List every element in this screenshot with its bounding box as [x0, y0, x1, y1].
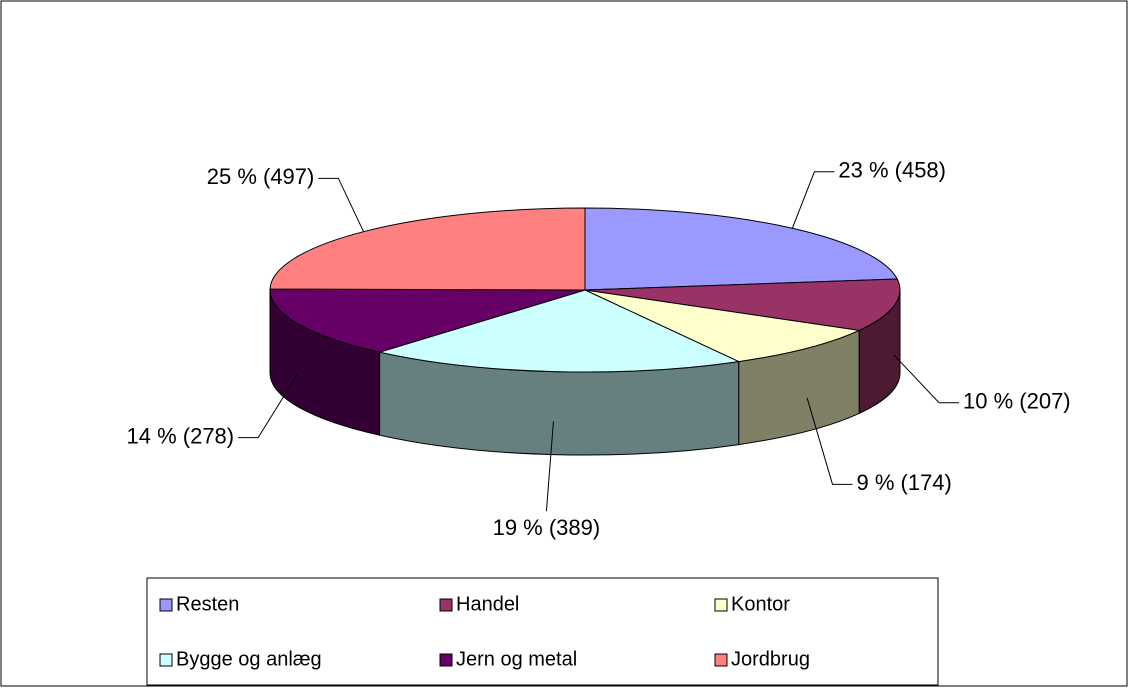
slice-top: [269, 288, 586, 353]
leader-line: [238, 373, 299, 439]
leader-line: [806, 397, 853, 485]
legend-label: Resten: [176, 593, 239, 615]
pie-slice: [584, 207, 898, 291]
legend-swatch: [714, 598, 728, 612]
legend-swatch: [439, 598, 453, 612]
leader-line: [318, 177, 365, 232]
legend-box: [146, 577, 939, 686]
pie-slice: [377, 289, 741, 456]
slice-top: [584, 207, 898, 291]
pie-slice: [269, 207, 586, 291]
legend-swatch: [714, 653, 728, 667]
legend-label: Kontor: [731, 593, 790, 615]
slice-top: [377, 289, 741, 373]
legend-label: Bygge og anlæg: [176, 648, 322, 670]
pie-slice: [584, 289, 861, 446]
legend-label: Handel: [456, 593, 519, 615]
leader-line: [791, 171, 835, 229]
slice-top: [584, 278, 901, 331]
legend-swatch: [159, 598, 173, 612]
data-label: 14 % (278): [127, 423, 235, 448]
leader-line: [893, 354, 960, 404]
legend-label: Jordbrug: [731, 648, 810, 670]
slice-top: [269, 207, 586, 291]
legend-swatch: [159, 653, 173, 667]
data-label: 9 % (174): [856, 470, 951, 495]
pie-slice: [584, 278, 901, 415]
leader-line: [545, 421, 554, 512]
data-label: 10 % (207): [963, 389, 1071, 414]
legend-label: Jern og metal: [456, 648, 577, 670]
pie-slice: [269, 288, 586, 436]
legend-swatch: [439, 653, 453, 667]
data-label: 19 % (389): [493, 515, 601, 540]
data-label: 23 % (458): [838, 158, 946, 183]
slice-top: [584, 289, 861, 363]
data-label: 25 % (497): [207, 164, 315, 189]
